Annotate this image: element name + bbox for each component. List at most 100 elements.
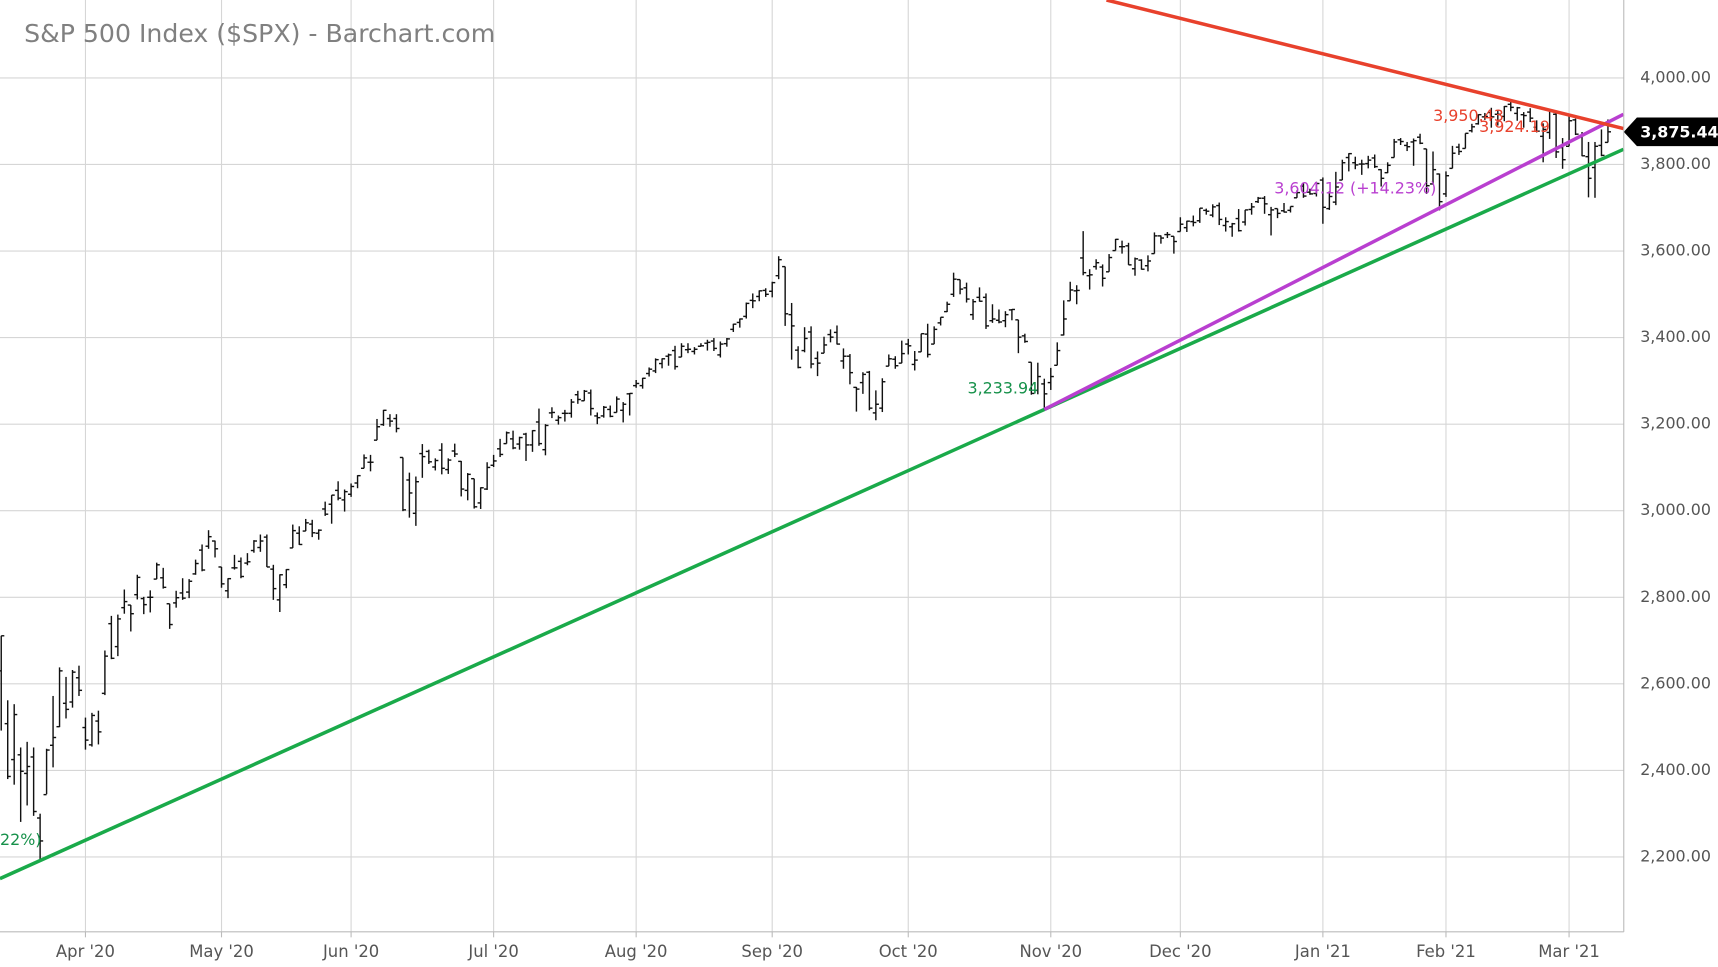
x-tick-label: Sep '20 (741, 942, 803, 961)
ohlc-bar (1358, 159, 1365, 175)
ohlc-bar (1397, 138, 1404, 145)
ohlc-bar (678, 343, 685, 358)
ohlc-bar (1138, 259, 1145, 270)
ohlc-bar (1086, 269, 1093, 290)
ohlc-bar (749, 293, 756, 309)
ohlc-bar (1177, 217, 1184, 233)
ohlc-bar (1021, 333, 1028, 343)
ohlc-bar (639, 377, 646, 389)
ohlc-bar (581, 389, 588, 402)
ohlc-bar (872, 390, 879, 421)
ohlc-bar (289, 524, 296, 549)
ohlc-bar (1416, 133, 1424, 145)
ohlc-bar (322, 501, 329, 516)
ohlc-bar (931, 326, 938, 345)
ohlc-bar (1144, 255, 1152, 272)
ohlc-bar (542, 424, 549, 456)
ohlc-bar (1514, 106, 1521, 121)
ohlc-bar (1080, 231, 1087, 276)
ohlc-bar (691, 347, 698, 355)
ohlc-bar (1384, 162, 1391, 174)
ohlc-bar (11, 704, 18, 785)
ohlc-bar (1423, 148, 1430, 194)
ohlc-bar (1190, 215, 1197, 227)
y-tick-label: 3,200.00 (1640, 414, 1711, 433)
x-tick-label: Mar '21 (1538, 942, 1600, 961)
y-tick-label: 3,000.00 (1640, 500, 1711, 519)
ohlc-bar (127, 604, 134, 632)
ohlc-bar (425, 449, 432, 464)
ohlc-bar (1067, 281, 1074, 302)
ohlc-bar (808, 326, 815, 369)
ohlc-bar (1494, 109, 1501, 126)
annotation: 3,604.12 (+14.23%) (1274, 178, 1436, 197)
ohlc-bar (121, 589, 128, 614)
x-tick-label: Dec '20 (1149, 942, 1211, 961)
ohlc-bar (723, 338, 730, 347)
ohlc-bar (1131, 257, 1139, 276)
ohlc-bar (1274, 207, 1281, 219)
ohlc-bar (1475, 113, 1482, 125)
ohlc-bar (736, 318, 743, 328)
ohlc-bar (458, 460, 465, 497)
ohlc-bar (555, 415, 562, 425)
ohlc-bar (969, 299, 977, 320)
ohlc-bar (69, 669, 76, 708)
ohlc-bar (1345, 152, 1352, 172)
ohlc-bar (1261, 196, 1268, 214)
x-tick-label: Jul '20 (467, 942, 518, 961)
ohlc-bar (1332, 171, 1339, 206)
ohlc-bar (1099, 264, 1106, 287)
ohlc-bar (704, 339, 711, 351)
x-tick-label: Nov '20 (1019, 942, 1082, 961)
ohlc-bar (509, 430, 517, 450)
ohlc-bar (1047, 367, 1054, 390)
ohlc-bar (24, 741, 31, 806)
ohlc-bar (1060, 300, 1067, 336)
y-tick-label: 2,800.00 (1640, 587, 1711, 606)
ohlc-bar (380, 409, 387, 426)
ohlc-bar (296, 526, 303, 546)
ohlc-bar (1267, 206, 1275, 236)
ohlc-bar (957, 278, 964, 295)
ohlc-bar (1436, 173, 1443, 211)
ohlc-bar (1229, 222, 1236, 237)
ohlc-bar (620, 402, 627, 423)
trendline (0, 147, 1625, 881)
ohlc-bar (445, 458, 452, 474)
ohlc-bar (192, 559, 199, 575)
ohlc-bar (309, 519, 316, 538)
ohlc-bar (4, 700, 11, 780)
ohlc-bar (1488, 107, 1495, 128)
ohlc-bar (600, 405, 607, 418)
ohlc-bar (451, 443, 458, 458)
ohlc-bar (490, 454, 497, 468)
ohlc-bar (1248, 202, 1255, 215)
ohlc-bar (594, 412, 601, 425)
ohlc-bar (335, 481, 342, 501)
ohlc-bar (464, 473, 471, 501)
ohlc-bar (166, 603, 173, 629)
ohlc-bar (1300, 183, 1307, 198)
ohlc-bar (56, 667, 63, 728)
ohlc-bar (1054, 342, 1061, 367)
ohlc-bar (1468, 123, 1475, 133)
ohlc-bar (393, 414, 400, 433)
ohlc-bar (153, 562, 160, 580)
ohlc-bar (62, 676, 70, 719)
ohlc-bar (503, 431, 510, 445)
trendline (1106, 0, 1624, 131)
x-tick-label: Jun '20 (322, 942, 379, 961)
ohlc-bar (1404, 141, 1411, 152)
ohlc-bar (276, 574, 283, 612)
ohlc-bar (1585, 141, 1592, 198)
ohlc-bar (0, 635, 5, 731)
x-tick-label: Feb '21 (1416, 942, 1476, 961)
ohlc-bar (587, 389, 594, 416)
ohlc-bar (1365, 155, 1372, 169)
ohlc-bar (1591, 141, 1599, 198)
ohlc-bar (574, 390, 581, 404)
x-tick-label: Jan '21 (1294, 942, 1351, 961)
annotation: 3,233.94 (967, 378, 1038, 397)
ohlc-bar (879, 378, 886, 413)
